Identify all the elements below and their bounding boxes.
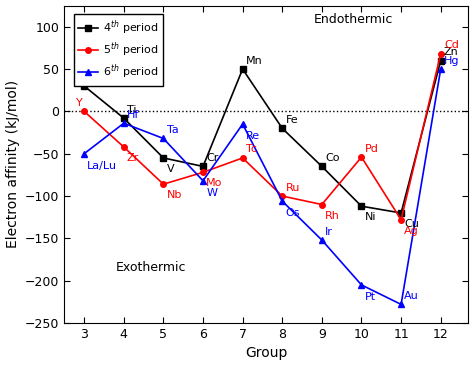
Line: 6$^{th}$ period: 6$^{th}$ period (82, 66, 444, 307)
Text: Mo: Mo (206, 178, 223, 188)
4$^{th}$ period (82, 84, 87, 88)
Text: Ag: Ag (404, 226, 419, 236)
4$^{th}$ period (438, 59, 444, 63)
Text: Rh: Rh (325, 210, 340, 220)
Text: Hg: Hg (444, 56, 459, 66)
6$^{th}$ period (200, 179, 206, 183)
Text: Zr: Zr (127, 153, 139, 163)
4$^{th}$ period (359, 204, 365, 208)
Text: Cd: Cd (444, 40, 459, 51)
Text: La/Lu: La/Lu (87, 161, 118, 171)
Text: Ru: Ru (285, 183, 300, 193)
4$^{th}$ period (161, 156, 166, 160)
6$^{th}$ period (438, 67, 444, 71)
5$^{th}$ period (359, 155, 365, 159)
Line: 5$^{th}$ period: 5$^{th}$ period (82, 51, 444, 223)
Line: 4$^{th}$ period: 4$^{th}$ period (82, 58, 444, 216)
4$^{th}$ period (398, 211, 404, 215)
Y-axis label: Electron affinity (kJ/mol): Electron affinity (kJ/mol) (6, 80, 19, 249)
Text: Pd: Pd (365, 143, 379, 154)
Text: Co: Co (325, 153, 339, 163)
6$^{th}$ period (279, 199, 285, 203)
Text: Endothermic: Endothermic (314, 14, 393, 26)
5$^{th}$ period (438, 52, 444, 56)
Text: Ta: Ta (166, 125, 178, 135)
4$^{th}$ period (200, 164, 206, 169)
X-axis label: Group: Group (245, 347, 288, 361)
4$^{th}$ period (240, 67, 246, 71)
5$^{th}$ period (200, 170, 206, 175)
Text: Y: Y (76, 98, 83, 108)
Text: Mn: Mn (246, 56, 263, 66)
Text: Os: Os (285, 208, 300, 218)
6$^{th}$ period (82, 152, 87, 156)
4$^{th}$ period (279, 126, 285, 131)
Text: Ir: Ir (325, 227, 333, 236)
Text: Ni: Ni (365, 212, 376, 222)
Text: Ti: Ti (127, 105, 137, 115)
Text: Fe: Fe (285, 115, 298, 125)
5$^{th}$ period (161, 182, 166, 186)
6$^{th}$ period (359, 283, 365, 287)
4$^{th}$ period (121, 116, 127, 120)
Text: Zn: Zn (444, 47, 459, 57)
Text: V: V (166, 164, 174, 174)
6$^{th}$ period (398, 302, 404, 307)
Text: W: W (206, 188, 217, 198)
5$^{th}$ period (319, 202, 325, 207)
Text: Sc: Sc (87, 72, 100, 82)
6$^{th}$ period (161, 136, 166, 141)
Text: Hf: Hf (127, 110, 139, 120)
Text: Exothermic: Exothermic (116, 261, 186, 274)
6$^{th}$ period (240, 122, 246, 126)
Text: Pt: Pt (365, 292, 376, 302)
Text: Au: Au (404, 291, 419, 301)
Text: Re: Re (246, 131, 260, 141)
5$^{th}$ period (82, 109, 87, 113)
5$^{th}$ period (398, 217, 404, 222)
Text: Cr: Cr (206, 153, 219, 163)
Text: Tc: Tc (246, 145, 257, 154)
5$^{th}$ period (240, 156, 246, 160)
Legend: 4$^{th}$ period, 5$^{th}$ period, 6$^{th}$ period: 4$^{th}$ period, 5$^{th}$ period, 6$^{th… (74, 14, 163, 86)
6$^{th}$ period (319, 238, 325, 242)
Text: Nb: Nb (166, 190, 182, 200)
Text: Cu: Cu (404, 219, 419, 229)
5$^{th}$ period (121, 145, 127, 149)
5$^{th}$ period (279, 194, 285, 198)
6$^{th}$ period (121, 121, 127, 126)
4$^{th}$ period (319, 164, 325, 169)
